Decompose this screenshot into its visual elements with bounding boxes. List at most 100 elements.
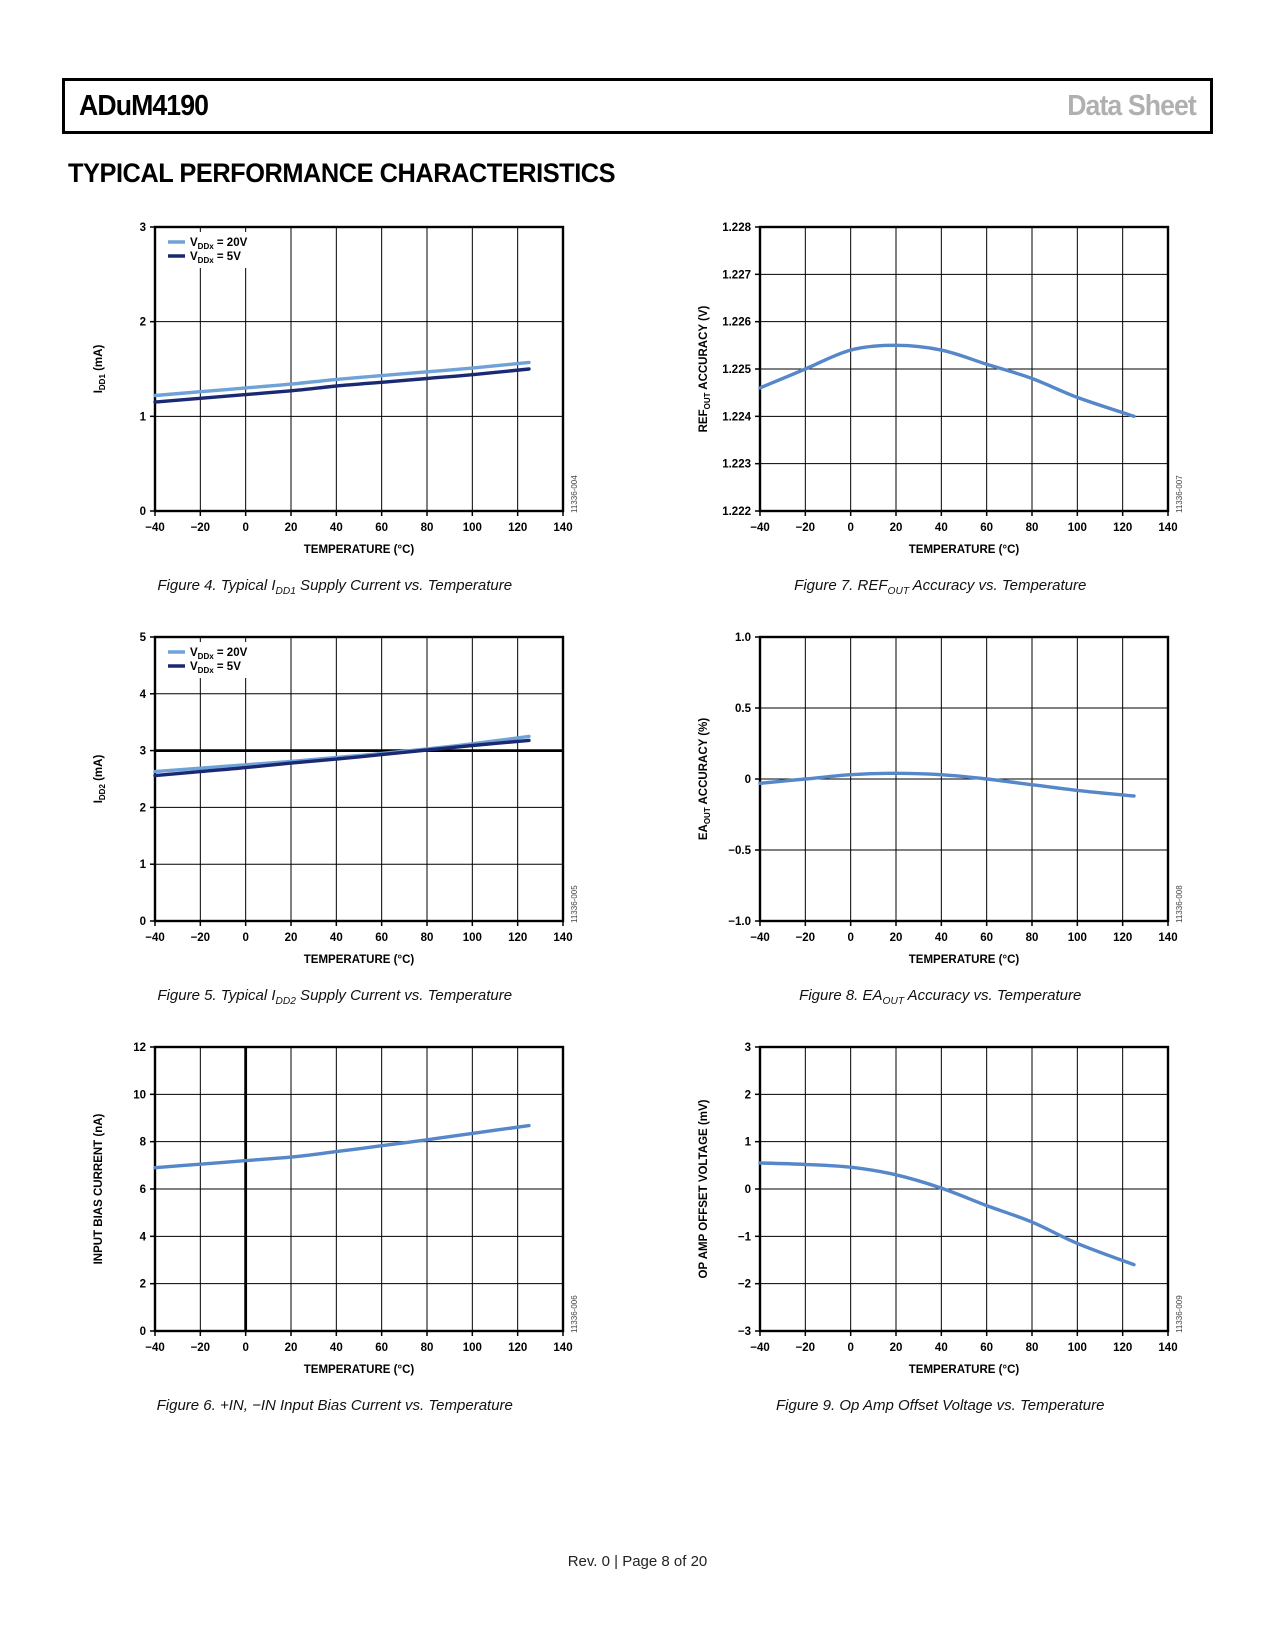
svg-text:120: 120 xyxy=(508,932,527,944)
svg-text:1.224: 1.224 xyxy=(722,411,751,423)
svg-text:40: 40 xyxy=(330,1342,343,1354)
figure-4-plot: −40 −20 0 20 40 60 80 100 120 140 0 1 2 3 TEMPERATURE … xyxy=(93,222,579,556)
svg-text:4: 4 xyxy=(139,1231,146,1243)
svg-text:−20: −20 xyxy=(190,932,210,944)
svg-text:VDDx = 5V: VDDx = 5V xyxy=(190,661,241,675)
svg-text:2: 2 xyxy=(139,317,145,329)
svg-text:6: 6 xyxy=(139,1184,145,1196)
figure-4-chart: −40 −20 0 20 40 60 80 100 120 140 0 1 2 3 TEMPERATURE … xyxy=(85,215,585,567)
svg-text:10: 10 xyxy=(133,1089,146,1101)
svg-text:−3: −3 xyxy=(738,1326,751,1338)
page-title: TYPICAL PERFORMANCE CHARACTERISTICS xyxy=(68,158,616,188)
svg-text:120: 120 xyxy=(508,1342,527,1354)
svg-text:40: 40 xyxy=(330,932,343,944)
svg-text:20: 20 xyxy=(284,1342,297,1354)
svg-text:0: 0 xyxy=(139,1326,145,1338)
figure-5-caption: Figure 5. Typical IDD2 Supply Current vs… xyxy=(157,987,513,1007)
figure-9-caption: Figure 9. Op Amp Offset Voltage vs. Temp… xyxy=(776,1397,1105,1414)
svg-text:0: 0 xyxy=(745,1184,751,1196)
svg-text:2: 2 xyxy=(139,1279,145,1291)
svg-text:12: 12 xyxy=(133,1042,146,1054)
figure-6-code: 11336-006 xyxy=(570,1295,579,1333)
figure-9: −40 −20 0 20 40 60 80 100 120 140 −3 −2 −1 0 1 2 3 TEMPER… xyxy=(690,1035,1190,1414)
svg-text:EAOUT ACCURACY (%): EAOUT ACCURACY (%) xyxy=(698,718,712,840)
svg-text:−20: −20 xyxy=(190,522,210,534)
figure-7-code: 11336-007 xyxy=(1175,475,1184,513)
svg-text:100: 100 xyxy=(1068,1342,1087,1354)
svg-text:100: 100 xyxy=(1068,522,1087,534)
svg-text:40: 40 xyxy=(330,522,343,534)
svg-text:0: 0 xyxy=(139,506,145,518)
figure-5-chart: −40 −20 0 20 40 60 80 100 120 140 0 1 2 3 4 5 TEMPERATUR… xyxy=(85,625,585,977)
svg-text:−40: −40 xyxy=(750,1342,770,1354)
figure-7-plot: −40 −20 0 20 40 60 80 100 120 140 1.222 1.223 1.224 1… xyxy=(698,222,1184,556)
svg-text:100: 100 xyxy=(462,1342,481,1354)
svg-text:80: 80 xyxy=(1026,522,1039,534)
figure-6-plot: −40 −20 0 20 40 60 80 100 120 140 0 2 4 6 8 10 12 TEMPERA… xyxy=(93,1042,579,1376)
svg-text:60: 60 xyxy=(981,1342,994,1354)
svg-text:0: 0 xyxy=(848,522,854,534)
footer-text: Rev. 0 | Page 8 of 20 xyxy=(567,1553,708,1570)
svg-text:80: 80 xyxy=(420,1342,433,1354)
svg-text:120: 120 xyxy=(1113,522,1132,534)
svg-text:1.228: 1.228 xyxy=(722,222,751,234)
svg-text:5: 5 xyxy=(139,632,146,644)
svg-text:−20: −20 xyxy=(796,932,816,944)
svg-text:1: 1 xyxy=(745,1137,752,1149)
svg-text:2: 2 xyxy=(745,1089,751,1101)
page-footer: Rev. 0 | Page 8 of 20 xyxy=(0,1553,1275,1570)
svg-text:4: 4 xyxy=(139,689,146,701)
figures-grid: −40 −20 0 20 40 60 80 100 120 140 0 1 2 3 TEMPERATURE … xyxy=(62,215,1213,1414)
svg-text:0: 0 xyxy=(848,932,854,944)
svg-text:60: 60 xyxy=(981,522,994,534)
svg-text:TEMPERATURE (°C): TEMPERATURE (°C) xyxy=(909,544,1020,556)
figure-8: −40 −20 0 20 40 60 80 100 120 140 −1.0 −0.5 0 0.5 1.0 T… xyxy=(690,625,1190,1007)
svg-text:IDD2 (mA): IDD2 (mA) xyxy=(93,755,107,804)
figure-7-caption: Figure 7. REFOUT Accuracy vs. Temperatur… xyxy=(794,577,1087,597)
figure-5-plot: −40 −20 0 20 40 60 80 100 120 140 0 1 2 3 4 5 TEMPERATUR… xyxy=(93,632,579,966)
svg-text:−40: −40 xyxy=(145,522,165,534)
svg-text:40: 40 xyxy=(935,932,948,944)
svg-text:20: 20 xyxy=(890,522,903,534)
svg-text:0.5: 0.5 xyxy=(735,703,752,715)
svg-text:1.223: 1.223 xyxy=(722,459,751,471)
svg-text:0: 0 xyxy=(139,916,145,928)
svg-text:80: 80 xyxy=(420,522,433,534)
svg-text:20: 20 xyxy=(890,932,903,944)
svg-text:80: 80 xyxy=(1026,932,1039,944)
figure-4: −40 −20 0 20 40 60 80 100 120 140 0 1 2 3 TEMPERATURE … xyxy=(85,215,585,597)
svg-text:0: 0 xyxy=(848,1342,854,1354)
svg-text:0: 0 xyxy=(242,932,248,944)
svg-text:TEMPERATURE (°C): TEMPERATURE (°C) xyxy=(909,954,1020,966)
svg-text:−1: −1 xyxy=(738,1231,752,1243)
svg-text:−20: −20 xyxy=(190,1342,210,1354)
svg-text:20: 20 xyxy=(284,932,297,944)
svg-text:140: 140 xyxy=(1159,932,1178,944)
svg-text:−20: −20 xyxy=(796,522,816,534)
figure-8-code: 11336-008 xyxy=(1175,885,1184,923)
figure-6-caption: Figure 6. +IN, −IN Input Bias Current vs… xyxy=(156,1397,513,1414)
svg-text:TEMPERATURE (°C): TEMPERATURE (°C) xyxy=(909,1364,1020,1376)
svg-text:1.226: 1.226 xyxy=(722,317,751,329)
svg-text:60: 60 xyxy=(981,932,994,944)
svg-text:−40: −40 xyxy=(145,1342,165,1354)
svg-text:140: 140 xyxy=(553,1342,572,1354)
svg-text:3: 3 xyxy=(745,1042,751,1054)
svg-text:−2: −2 xyxy=(738,1279,751,1291)
svg-text:0: 0 xyxy=(242,1342,248,1354)
svg-text:100: 100 xyxy=(462,522,481,534)
figure-5-code: 11336-005 xyxy=(570,885,579,923)
product-name: ADuM4190 xyxy=(79,89,209,122)
svg-text:80: 80 xyxy=(1026,1342,1039,1354)
svg-text:−40: −40 xyxy=(750,932,770,944)
svg-text:20: 20 xyxy=(284,522,297,534)
svg-text:60: 60 xyxy=(375,932,388,944)
svg-text:140: 140 xyxy=(553,932,572,944)
doc-type-label: Data Sheet xyxy=(1067,89,1197,122)
svg-text:60: 60 xyxy=(375,522,388,534)
svg-text:−20: −20 xyxy=(796,1342,816,1354)
figure-9-code: 11336-009 xyxy=(1175,1295,1184,1333)
svg-text:8: 8 xyxy=(139,1137,146,1149)
svg-text:140: 140 xyxy=(553,522,572,534)
